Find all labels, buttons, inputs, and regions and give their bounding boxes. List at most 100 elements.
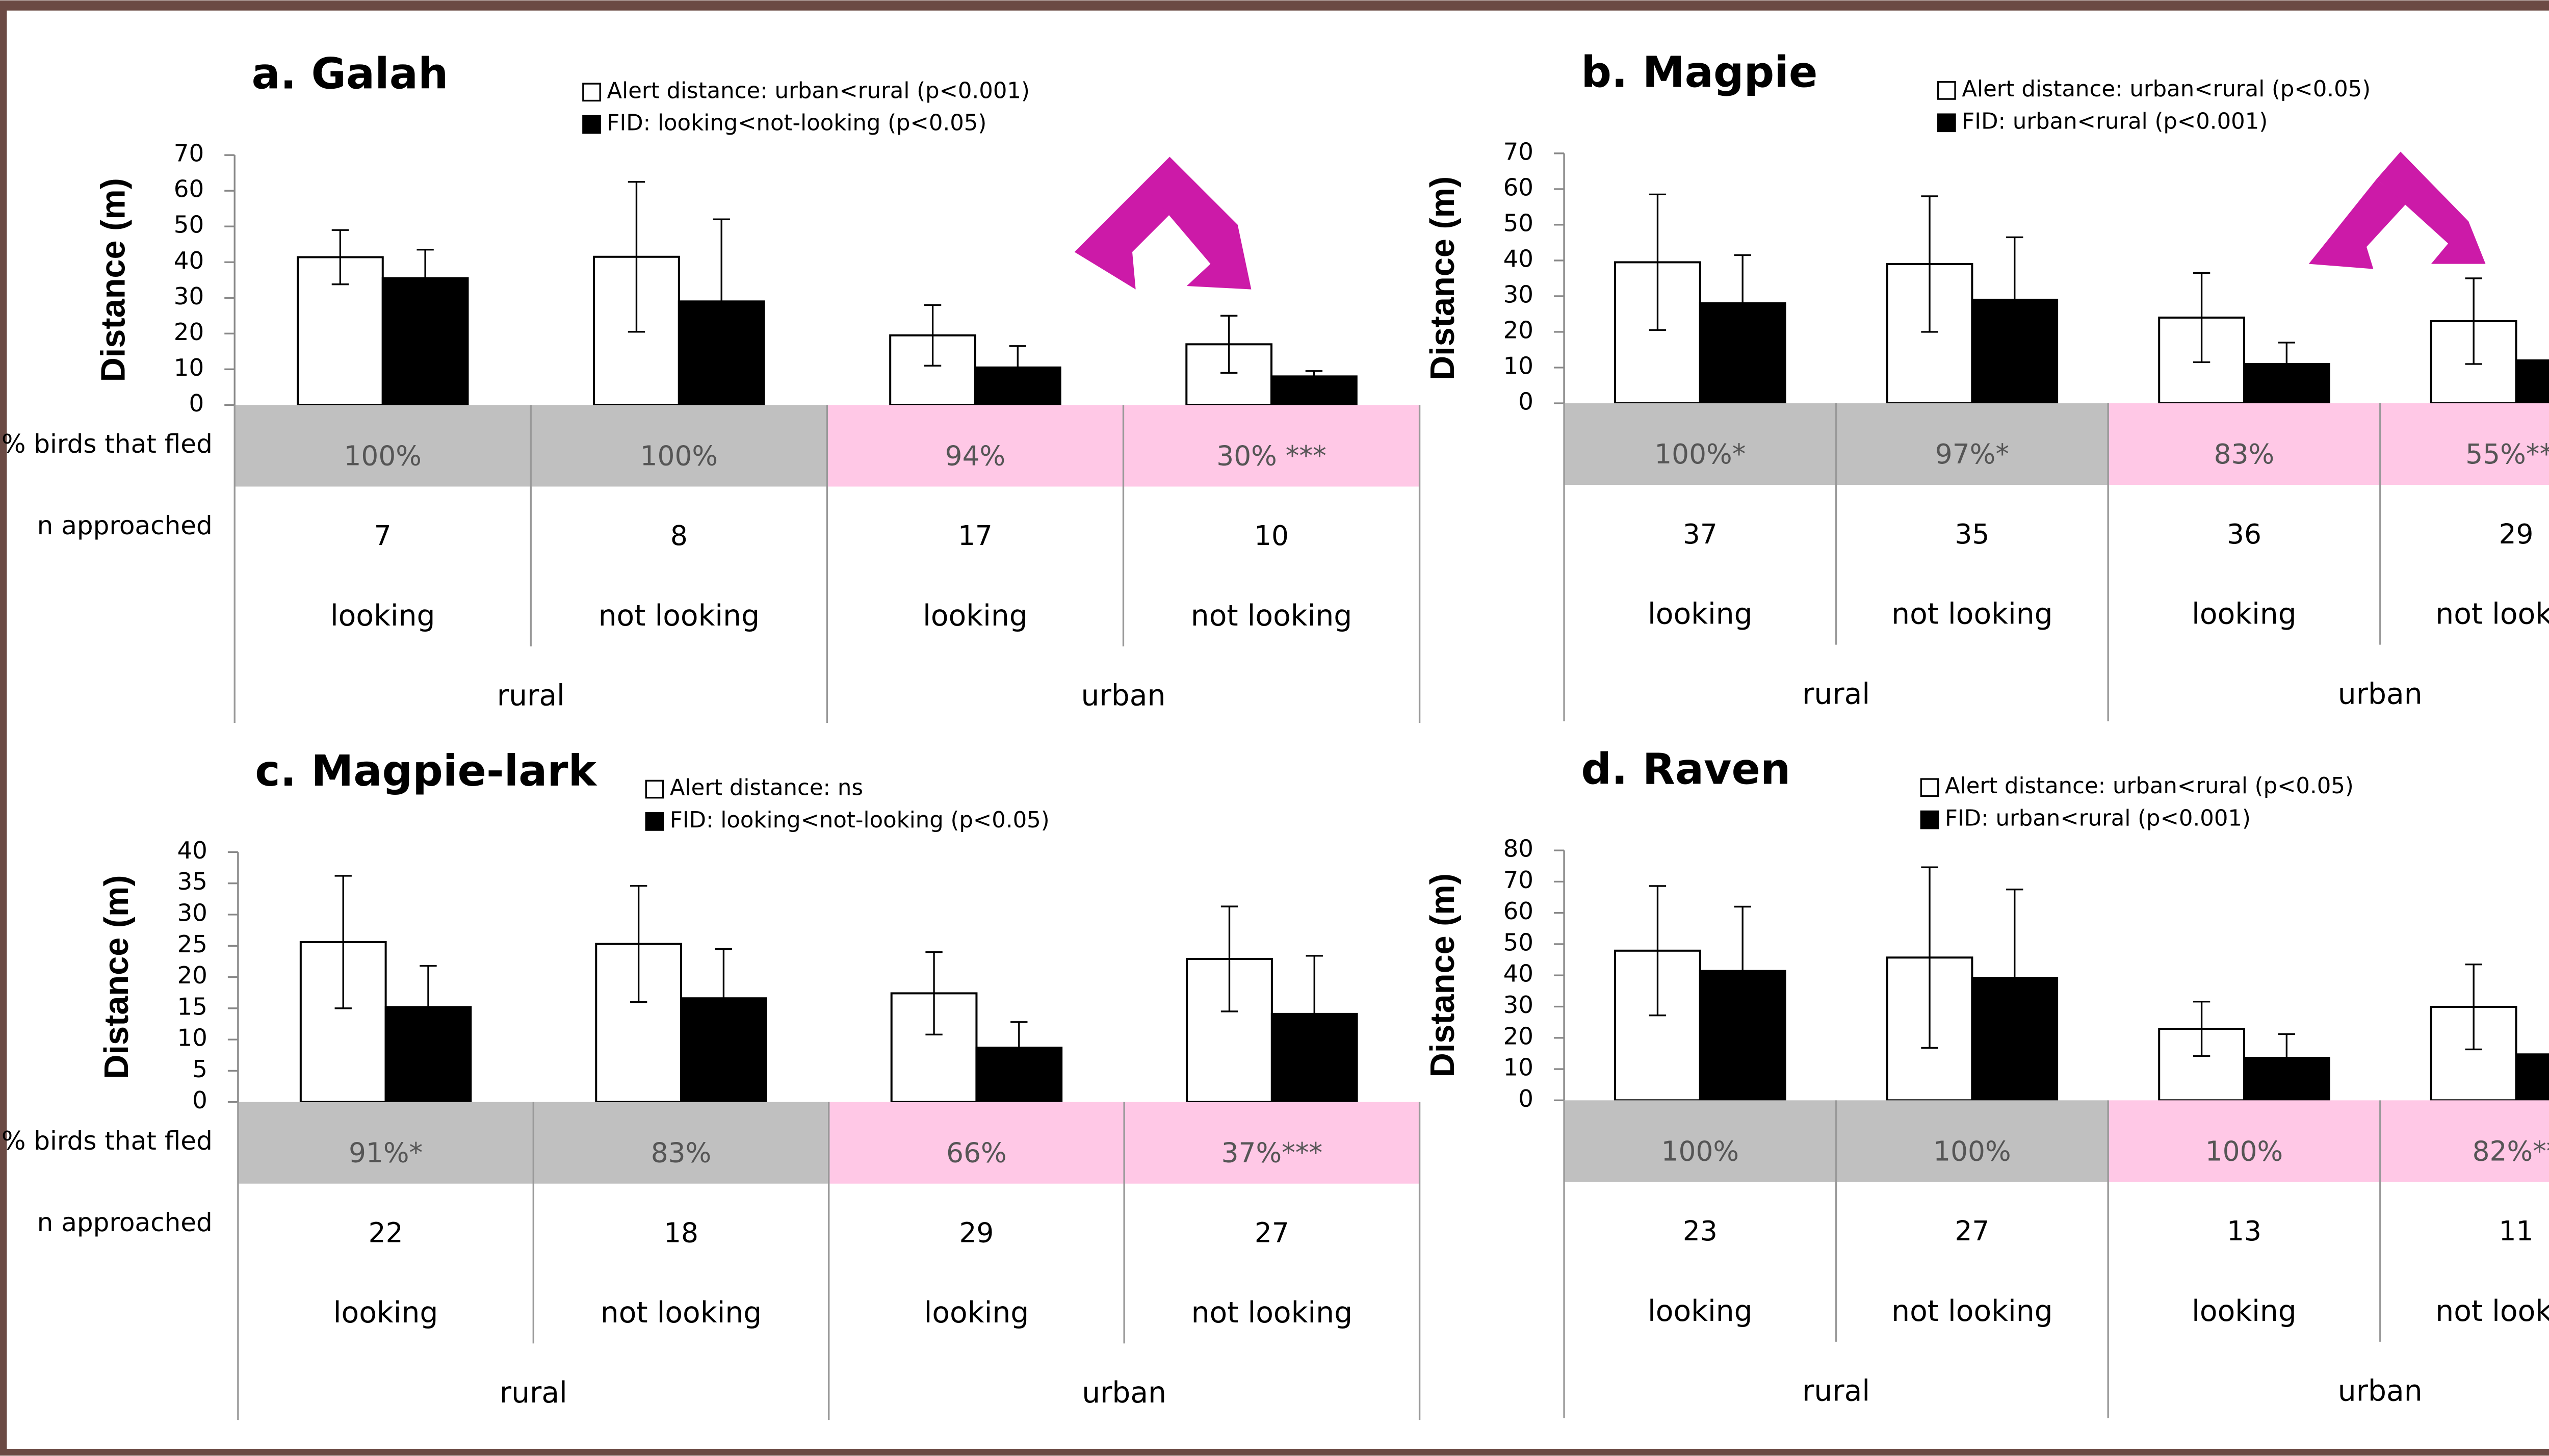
n-value: 29 bbox=[2499, 518, 2534, 550]
chart-title: b. Magpie bbox=[1581, 47, 1817, 97]
n-value: 27 bbox=[1255, 1216, 1289, 1249]
fled-cell bbox=[533, 1102, 829, 1184]
category-label: looking bbox=[924, 1296, 1029, 1330]
chart-title: c. Magpie-lark bbox=[255, 746, 597, 796]
fled-cell bbox=[2380, 403, 2549, 485]
group-label: urban bbox=[2338, 677, 2423, 711]
error-bar bbox=[628, 181, 645, 333]
error-bar bbox=[2278, 342, 2296, 386]
row-label: n approached bbox=[37, 510, 213, 541]
fled-value: 100% bbox=[640, 439, 718, 472]
fled-value: 100% bbox=[1933, 1135, 2011, 1167]
fled-value: 100% bbox=[1661, 1135, 1739, 1167]
fled-value: 83% bbox=[2214, 438, 2275, 470]
bar bbox=[2515, 1053, 2549, 1102]
fled-value: 91%* bbox=[349, 1137, 423, 1169]
legend-label: Alert distance: urban<rural (p<0.05) bbox=[1962, 76, 2371, 102]
arrow-a bbox=[1074, 157, 1252, 290]
bar bbox=[2515, 359, 2549, 405]
y-tick-label: 5 bbox=[192, 1056, 207, 1083]
legend-swatch bbox=[582, 115, 601, 134]
y-tick-label: 0 bbox=[1518, 388, 1533, 416]
legend-swatch bbox=[582, 83, 601, 102]
legend-label: Alert distance: ns bbox=[670, 775, 863, 801]
error-bar bbox=[2465, 964, 2482, 1051]
category-label: looking bbox=[923, 599, 1028, 633]
y-tick-label: 70 bbox=[1503, 138, 1533, 166]
row-label-text: n approached bbox=[37, 1207, 213, 1238]
y-tick-label: 0 bbox=[189, 390, 204, 418]
n-value: 7 bbox=[374, 519, 392, 552]
error-bar bbox=[2278, 1033, 2296, 1083]
chart-title: d. Raven bbox=[1581, 745, 1790, 794]
y-tick-label: 10 bbox=[174, 354, 204, 382]
fled-value: 66% bbox=[946, 1137, 1007, 1169]
error-bar bbox=[924, 304, 942, 367]
row-label: n approached bbox=[37, 1207, 213, 1238]
y-axis-label: Distance (m) bbox=[1424, 176, 1462, 380]
y-tick-label: 80 bbox=[1503, 836, 1533, 863]
y-tick-label: 10 bbox=[1503, 1054, 1533, 1082]
y-tick-label: 60 bbox=[174, 176, 204, 203]
y-tick-label: 10 bbox=[177, 1025, 207, 1052]
group-label: urban bbox=[2338, 1374, 2423, 1408]
fled-value: 100% bbox=[344, 439, 422, 472]
y-tick-label: 60 bbox=[1503, 898, 1533, 925]
y-tick-label: 20 bbox=[1503, 317, 1533, 344]
fled-cell bbox=[827, 405, 1124, 487]
n-value: 29 bbox=[959, 1216, 994, 1249]
n-value: 27 bbox=[1955, 1215, 1989, 1247]
y-tick-label: 30 bbox=[174, 283, 204, 310]
y-tick-label: 50 bbox=[1503, 210, 1533, 237]
category-label: not looking bbox=[2435, 597, 2549, 631]
y-tick-label: 70 bbox=[174, 140, 204, 168]
category-label: looking bbox=[1648, 1294, 1753, 1328]
category-label: not looking bbox=[1191, 1296, 1352, 1330]
legend-label: FID: looking<not-looking (p<0.05) bbox=[670, 808, 1050, 833]
y-tick-label: 35 bbox=[177, 868, 207, 896]
error-bar bbox=[1734, 254, 1751, 353]
y-tick-label: 10 bbox=[1503, 353, 1533, 380]
fled-cell bbox=[1836, 403, 2109, 485]
error-bar bbox=[630, 885, 647, 1003]
group-label: rural bbox=[497, 679, 565, 713]
fled-cell bbox=[238, 1102, 534, 1184]
group-label: rural bbox=[1802, 677, 1870, 711]
error-bar bbox=[331, 229, 349, 285]
error-bar bbox=[1649, 885, 1667, 1017]
legend-swatch bbox=[645, 779, 664, 799]
error-bar bbox=[925, 951, 943, 1035]
category-label: not looking bbox=[2435, 1294, 2549, 1328]
n-value: 11 bbox=[2499, 1215, 2534, 1247]
category-label: not looking bbox=[1191, 599, 1352, 633]
fled-cell bbox=[2108, 403, 2380, 485]
error-bar bbox=[1734, 905, 1751, 1036]
fled-cell bbox=[2380, 1100, 2549, 1182]
fled-cell bbox=[2108, 1100, 2380, 1182]
category-label: not looking bbox=[601, 1296, 762, 1330]
error-bar bbox=[1306, 955, 1323, 1073]
fled-value: 100% bbox=[2205, 1135, 2283, 1167]
y-tick-label: 40 bbox=[1503, 960, 1533, 988]
fled-value: 82%** bbox=[2473, 1135, 2549, 1167]
category-label: looking bbox=[2192, 1294, 2297, 1328]
y-axis-label: Distance (m) bbox=[98, 875, 136, 1079]
legend-swatch bbox=[1937, 81, 1956, 100]
y-tick-label: 30 bbox=[1503, 281, 1533, 308]
group-label: rural bbox=[500, 1376, 567, 1410]
y-tick-label: 20 bbox=[1503, 1023, 1533, 1050]
error-bar bbox=[2465, 277, 2482, 365]
n-value: 13 bbox=[2227, 1215, 2261, 1247]
row-label-text: n approached bbox=[37, 510, 213, 541]
fled-cell bbox=[1123, 405, 1420, 487]
y-axis-label: Distance (m) bbox=[1424, 873, 1462, 1077]
error-bar bbox=[1921, 195, 1938, 333]
error-bar bbox=[1649, 193, 1667, 331]
error-bar bbox=[715, 948, 733, 1049]
group-label: rural bbox=[1802, 1374, 1870, 1408]
fled-cell bbox=[1564, 403, 1836, 485]
error-bar bbox=[2006, 236, 2023, 363]
n-value: 37 bbox=[1683, 518, 1718, 550]
y-tick-label: 60 bbox=[1503, 174, 1533, 201]
legend-label: FID: urban<rural (p<0.001) bbox=[1962, 109, 2268, 134]
